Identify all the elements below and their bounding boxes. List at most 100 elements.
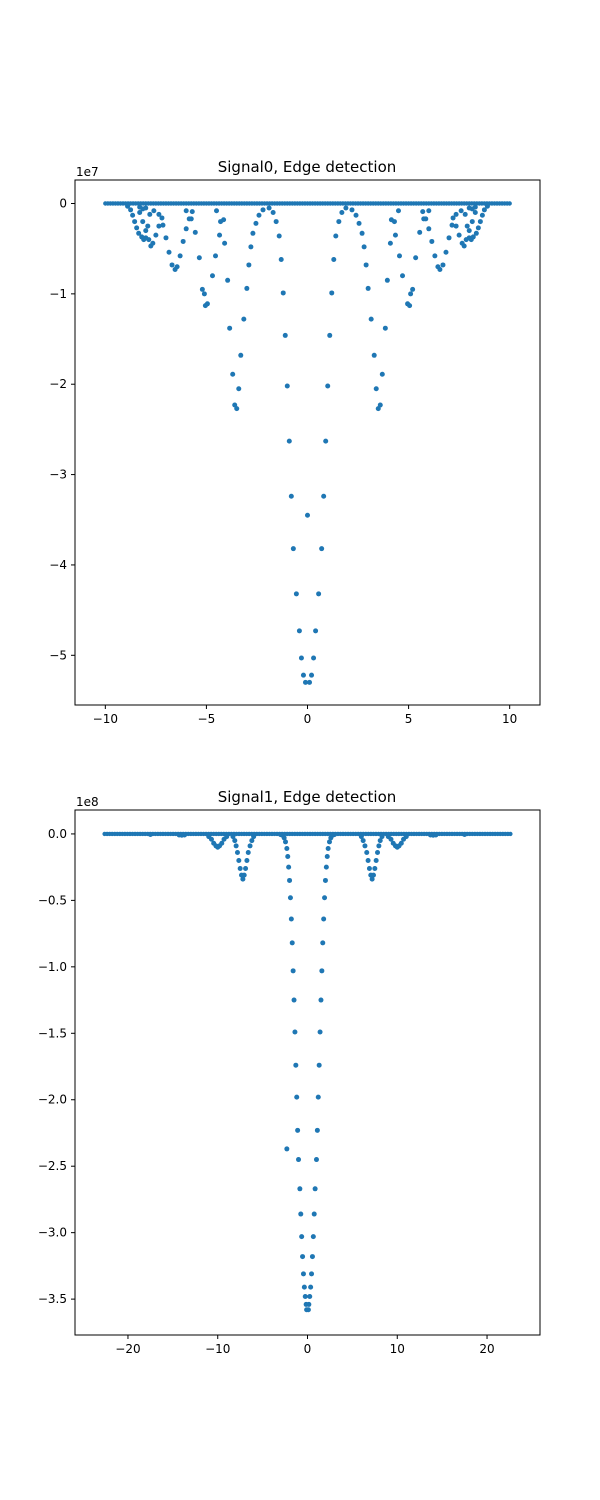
data-point — [429, 238, 435, 244]
data-point — [134, 225, 140, 231]
data-point — [375, 850, 381, 856]
baseline-point — [508, 831, 513, 837]
data-point — [284, 846, 290, 852]
data-point — [316, 591, 322, 597]
data-point — [450, 215, 456, 221]
data-point — [366, 865, 372, 871]
data-point — [469, 219, 475, 225]
y-axis: 0 −1 −2 −3 −4 −5 — [49, 196, 75, 662]
data-point — [329, 290, 335, 296]
data-point — [317, 1029, 323, 1035]
x-tick-label: 5 — [405, 712, 413, 726]
data-point — [423, 216, 429, 222]
data-point — [289, 940, 295, 946]
data-point — [473, 230, 479, 236]
data-point — [291, 997, 297, 1003]
data-point — [313, 1157, 319, 1163]
data-point — [292, 1029, 298, 1035]
data-point — [204, 301, 210, 307]
data-point — [464, 223, 470, 229]
data-point — [287, 877, 293, 883]
data-point — [333, 233, 339, 239]
data-point — [169, 262, 175, 268]
data-point — [153, 232, 159, 238]
x-axis: −10 −5 0 5 10 — [93, 705, 517, 726]
data-point — [237, 865, 243, 871]
data-point — [182, 832, 188, 838]
data-point — [458, 208, 464, 214]
data-point — [238, 352, 244, 358]
data-point — [385, 834, 391, 840]
data-point — [472, 210, 478, 216]
data-point — [368, 316, 374, 322]
data-point — [183, 208, 189, 214]
data-point — [384, 277, 390, 283]
y-tick-label: −2 — [49, 377, 67, 391]
chart-title: Signal1, Edge detection — [218, 788, 397, 806]
data-point — [213, 253, 219, 259]
data-point — [301, 1284, 307, 1290]
data-point — [311, 655, 317, 661]
data-point — [479, 212, 485, 218]
data-point — [323, 438, 329, 444]
data-point — [325, 846, 331, 852]
data-point — [206, 834, 212, 840]
data-point — [284, 383, 290, 389]
data-point — [232, 838, 238, 844]
data-point — [260, 207, 266, 213]
data-point — [432, 253, 438, 259]
data-point — [266, 205, 272, 211]
x-tick-label: 10 — [502, 712, 517, 726]
data-point — [324, 854, 330, 860]
data-point — [322, 895, 328, 901]
data-point — [408, 291, 414, 297]
data-point — [392, 232, 398, 238]
data-point — [166, 249, 172, 255]
x-tick-label: −10 — [205, 1342, 230, 1356]
data-point — [363, 262, 369, 268]
data-point — [209, 273, 215, 279]
data-point — [481, 207, 487, 213]
y-tick-label: −5 — [49, 648, 67, 662]
data-point — [372, 865, 378, 871]
data-point — [295, 1127, 301, 1133]
y-offset-label: 1e8 — [76, 795, 99, 809]
y-tick-label: −3 — [49, 468, 67, 482]
data-point — [230, 371, 236, 377]
x-tick-label: −5 — [198, 712, 216, 726]
data-point — [377, 838, 383, 844]
data-point — [147, 211, 153, 217]
data-point — [349, 207, 355, 213]
data-point — [309, 1271, 315, 1277]
y-tick-label: −2.0 — [38, 1093, 67, 1107]
data-point — [443, 249, 449, 255]
data-point — [288, 493, 294, 499]
data-point — [196, 255, 202, 261]
y-offset-label: 1e7 — [76, 165, 99, 179]
data-point — [316, 1062, 322, 1068]
data-point — [288, 916, 294, 922]
data-point — [296, 1157, 302, 1163]
data-point — [405, 301, 411, 307]
data-point — [189, 209, 195, 215]
data-point — [280, 290, 286, 296]
data-point — [224, 834, 230, 840]
data-point — [132, 219, 138, 225]
y-tick-label: 0 — [59, 196, 67, 210]
scatter-series — [125, 203, 490, 685]
data-point — [319, 546, 325, 552]
data-point — [307, 1293, 313, 1299]
chart-signal1: Signal1, Edge detection 1e8 −20 −10 0 10 20 … — [38, 788, 541, 1356]
data-point — [293, 1062, 299, 1068]
data-point — [174, 264, 180, 270]
data-point — [426, 226, 432, 232]
data-point — [427, 832, 433, 838]
data-point — [245, 850, 251, 856]
y-axis: 0.0 −0.5 −1.0 −1.5 −2.0 −2.5 −3.0 −3.5 — [38, 827, 75, 1306]
data-point — [364, 850, 370, 856]
data-point — [456, 232, 462, 238]
data-point — [410, 286, 416, 292]
data-point — [365, 858, 371, 864]
data-point — [358, 834, 364, 840]
data-point — [249, 838, 255, 844]
